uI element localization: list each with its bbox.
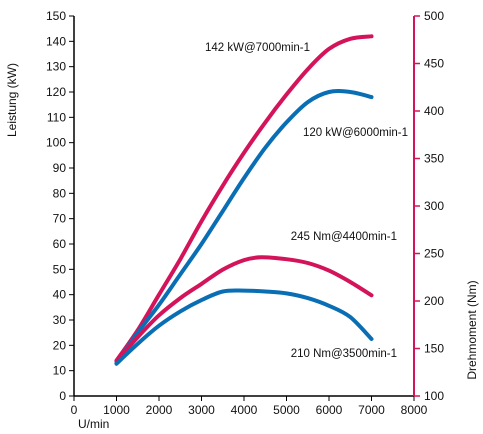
y-left-tick-label: 110: [47, 110, 66, 124]
power-120kw-line: [114, 89, 374, 366]
x-ticks: 0 1000 2000 3000 4000 5000 6000 7000 8000: [71, 396, 428, 417]
series-lines: [114, 34, 374, 366]
x-tick-label: 8000: [401, 403, 428, 417]
y-right-tick-label: 300: [424, 199, 444, 213]
y-right-tick-label: 400: [424, 104, 444, 118]
x-tick-label: 0: [71, 403, 78, 417]
y-left-tick-label: 130: [46, 60, 66, 74]
y-right-tick-label: 450: [424, 57, 444, 71]
x-tick-label: 2000: [146, 403, 173, 417]
y-left-tick-label: 50: [53, 262, 67, 276]
annotation-142kw: 142 kW@7000min-1: [205, 42, 310, 54]
annotation-120kw: 120 kW@6000min-1: [303, 127, 408, 139]
torque-210nm-line: [114, 288, 374, 366]
x-tick-label: 1000: [103, 403, 130, 417]
x-tick-label: 4000: [231, 403, 258, 417]
y-right-tick-label: 250: [424, 247, 444, 261]
y-right-axis-label: Drehmoment (Nm): [465, 280, 479, 379]
x-axis-label: U/min: [78, 417, 109, 431]
y-left-axis-label: Leistung (kW): [5, 63, 19, 137]
y-left-ticks: 0 10 20 30 40 50 60 70 80 90 100 110 120 130 140 150: [46, 9, 74, 403]
y-right-tick-label: 350: [424, 152, 444, 166]
y-left-tick-label: 60: [53, 237, 67, 251]
x-tick-label: 3000: [188, 403, 215, 417]
power-142kw-line: [114, 34, 374, 363]
x-tick-label: 7000: [358, 403, 385, 417]
y-left-tick-label: 140: [46, 34, 66, 48]
annotation-245nm: 245 Nm@4400min-1: [291, 231, 397, 243]
y-left-tick-label: 10: [53, 364, 67, 378]
y-left-tick-label: 40: [53, 288, 67, 302]
series-annotations: 142 kW@7000min-1 120 kW@6000min-1 245 Nm@4…: [205, 42, 408, 360]
y-left-tick-label: 150: [46, 9, 66, 23]
y-right-tick-label: 500: [424, 9, 444, 23]
y-right-tick-label: 100: [424, 389, 444, 403]
y-left-tick-label: 70: [53, 212, 67, 226]
y-left-tick-label: 20: [53, 338, 67, 352]
x-tick-label: 5000: [273, 403, 300, 417]
y-left-tick-label: 80: [53, 186, 67, 200]
y-right-tick-label: 150: [424, 342, 444, 356]
y-left-tick-label: 120: [46, 85, 66, 99]
y-right-ticks: 100 150 200 250 300 350 400 450 500: [414, 9, 444, 403]
annotation-210nm: 210 Nm@3500min-1: [291, 348, 397, 360]
y-left-tick-label: 30: [53, 313, 67, 327]
x-tick-label: 6000: [316, 403, 343, 417]
y-left-tick-label: 100: [46, 136, 66, 150]
y-left-tick-label: 0: [59, 389, 66, 403]
y-left-tick-label: 90: [53, 161, 67, 175]
torque-245nm-line: [114, 255, 374, 363]
axes: [73, 16, 415, 397]
y-right-tick-label: 200: [424, 294, 444, 308]
